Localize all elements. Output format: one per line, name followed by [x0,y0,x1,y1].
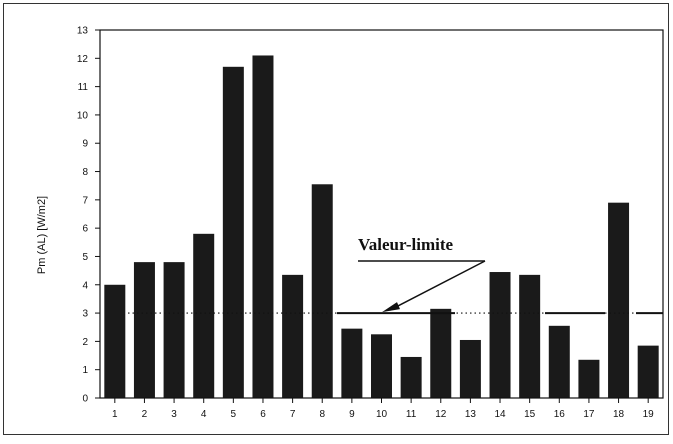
x-tick-label: 9 [349,409,355,420]
bar [282,274,304,398]
bar [104,284,126,398]
y-axis-label: Pm (AL) [W/m2] [36,196,48,274]
y-tick-label: 10 [77,110,89,121]
bar [489,272,511,398]
y-tick-label: 2 [82,337,88,348]
bar [252,55,274,398]
reference-line [128,260,663,315]
x-tick-label: 17 [583,409,595,420]
x-tick-label: 12 [435,409,447,420]
bar [578,359,600,398]
x-tick-label: 19 [643,409,655,420]
bars [104,55,659,399]
x-tick-label: 14 [494,409,506,420]
x-tick-label: 2 [142,409,148,420]
bar [459,339,481,398]
bar [400,356,422,398]
bar [371,334,392,398]
x-tick-label: 15 [524,409,536,420]
bar [608,202,630,398]
x-tick-label: 8 [319,409,325,420]
bar [311,184,333,398]
bar [163,262,185,398]
bar [193,233,215,398]
x-tick-label: 7 [290,409,296,420]
y-tick-label: 13 [77,26,89,37]
x-tick-label: 13 [465,409,477,420]
x-tick-label: 4 [201,409,207,420]
annotation-arrow-shaft [389,260,486,311]
x-tick-label: 6 [260,409,266,420]
bar [430,308,452,398]
y-tick-label: 3 [82,309,88,320]
bar [519,274,541,398]
bar [133,262,155,398]
bar [222,66,244,399]
y-tick-label: 9 [82,139,88,150]
bar [637,345,659,398]
x-tick-label: 11 [406,409,417,420]
y-tick-label: 0 [82,394,88,405]
x-tick-label: 3 [171,409,177,420]
y-tick-label: 6 [82,224,88,235]
plot-axes [99,29,664,399]
x-tick-label: 1 [112,409,118,420]
x-tick-label: 18 [613,409,625,420]
bar [341,328,363,398]
chart-frame [3,3,669,435]
annotation-arrow-head [382,302,400,313]
y-tick-label: 7 [82,195,88,206]
x-tick-label: 10 [376,409,388,420]
x-tick-label: 16 [554,409,566,420]
y-tick-label: 1 [82,365,88,376]
bar [548,325,570,398]
annotation-valeur-limite: Valeur-limite [358,235,454,254]
y-tick-label: 12 [77,54,89,65]
plot-border [99,29,664,399]
y-tick-label: 4 [82,280,88,291]
y-tick-label: 5 [82,252,88,263]
y-tick-label: 11 [78,82,89,93]
x-axis: 1 2 3 4 5 6 7 8 9 10 11 12 13 14 15 16 17 18 19 [112,398,654,420]
y-tick-label: 8 [82,167,88,178]
x-tick-label: 5 [231,409,237,420]
